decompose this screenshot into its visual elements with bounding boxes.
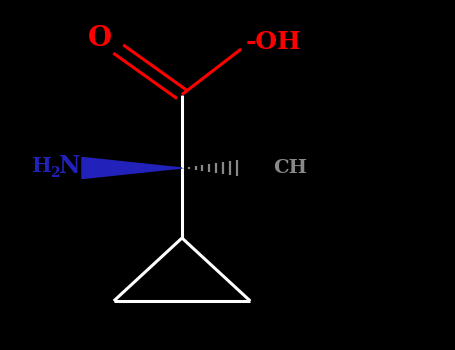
Text: 2: 2 <box>50 166 60 180</box>
Text: N: N <box>59 154 81 178</box>
Text: -OH: -OH <box>245 30 301 54</box>
Text: CH: CH <box>273 159 307 177</box>
Polygon shape <box>82 158 182 178</box>
Text: H: H <box>32 156 52 176</box>
Text: O: O <box>88 25 112 52</box>
